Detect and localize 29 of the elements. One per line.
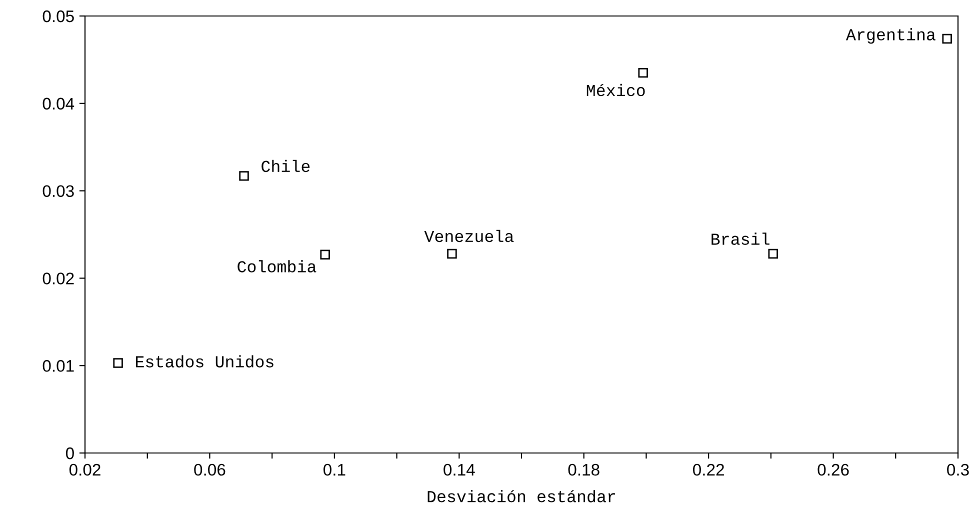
annotation: Chile bbox=[262, 160, 310, 172]
x-tick-label: 0.14 bbox=[444, 464, 475, 476]
y-tick-label: 0.03 bbox=[42, 185, 74, 198]
y-tick-label: 0 bbox=[66, 447, 74, 460]
y-tick-label: 0.04 bbox=[42, 98, 74, 110]
x-axis-title: Desviación estándar bbox=[428, 490, 616, 502]
y-tick-label: 0.02 bbox=[42, 272, 74, 284]
x-tick-label: 0.26 bbox=[818, 464, 849, 476]
x-tick-label: 0.02 bbox=[69, 464, 100, 476]
annotation: Colombia bbox=[238, 260, 316, 272]
y-tick-label: 0.05 bbox=[42, 10, 74, 22]
x-tick-label: 0.18 bbox=[568, 464, 600, 476]
y-tick-label: 0.01 bbox=[42, 360, 74, 372]
point bbox=[768, 248, 778, 259]
point bbox=[113, 358, 123, 368]
point bbox=[638, 68, 648, 78]
annotation: Estados Unidos bbox=[136, 355, 274, 368]
annotation: México bbox=[586, 84, 645, 96]
x-tick-label: 0.3 bbox=[947, 464, 969, 476]
annotation: Brasil bbox=[712, 232, 770, 245]
point bbox=[942, 34, 952, 44]
point bbox=[447, 248, 457, 259]
point bbox=[239, 171, 249, 181]
x-tick-label: 0.1 bbox=[323, 464, 346, 476]
point bbox=[320, 250, 330, 260]
x-tick-label: 0.06 bbox=[194, 464, 226, 476]
annotation: Venezuela bbox=[424, 230, 514, 242]
x-tick-label: 0.22 bbox=[693, 464, 724, 476]
annotation: Argentina bbox=[846, 28, 936, 44]
